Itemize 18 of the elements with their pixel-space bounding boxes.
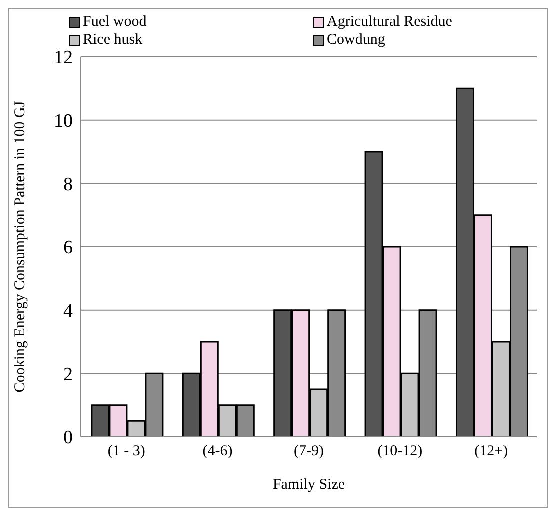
x-tick-label: (1 - 3) [108, 444, 146, 460]
y-tick-label: 0 [64, 428, 73, 449]
x-tick-label: (7-9) [294, 444, 324, 460]
legend-label: Fuel wood [83, 13, 147, 31]
legend-label: Agricultural Residue [327, 13, 452, 31]
x-tick-label: (12+) [474, 444, 508, 460]
y-tick-label: 12 [54, 48, 73, 69]
y-axis-title: Cooking Energy Consumption Pattern in 100 GJ [12, 101, 28, 393]
y-tick-label: 8 [64, 174, 73, 196]
y-tick-label: 2 [64, 364, 73, 386]
x-tick-label: (4-6) [202, 444, 233, 460]
x-tick-label: (10-12) [378, 444, 423, 460]
y-tick-label: 10 [54, 111, 73, 132]
legend-label: Rice husk [83, 31, 143, 49]
legend-label: Cowdung [327, 31, 386, 49]
x-axis-title: Family Size [272, 477, 346, 493]
y-tick-label: 6 [64, 238, 73, 259]
y-tick-label: 4 [64, 301, 74, 322]
